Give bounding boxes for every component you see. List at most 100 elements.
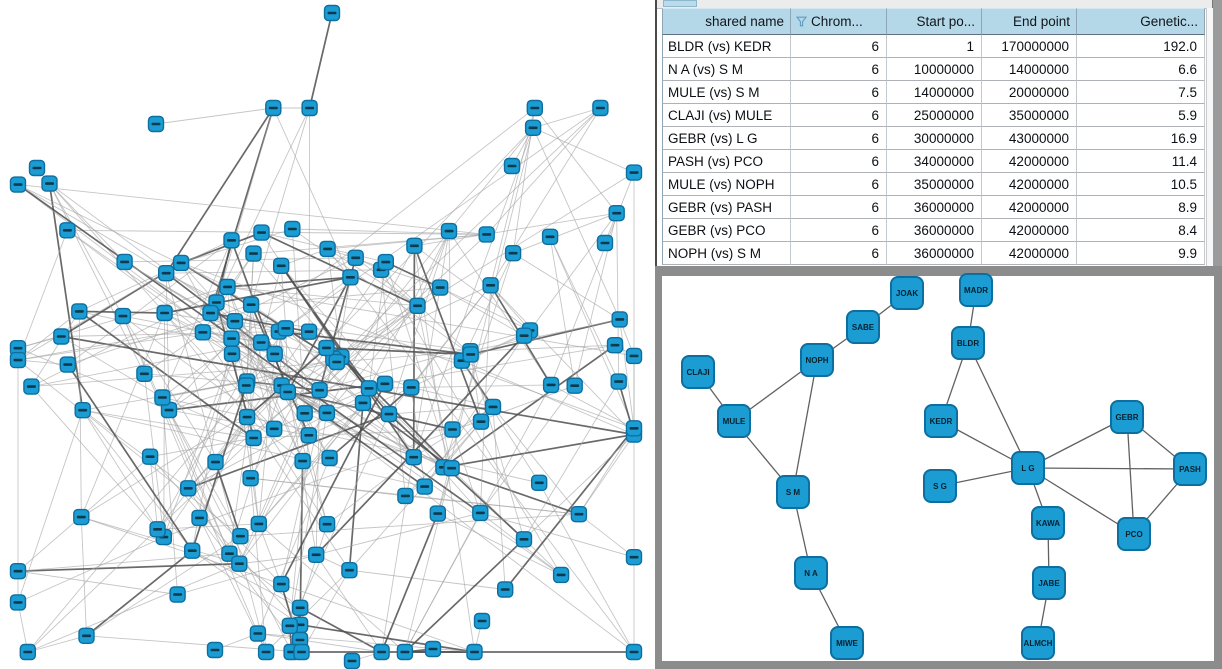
network-edge bbox=[368, 262, 387, 389]
network-edge bbox=[17, 184, 487, 235]
network-node-label bbox=[327, 11, 337, 15]
network-edge bbox=[246, 385, 330, 459]
network-edge bbox=[79, 239, 232, 312]
subnetwork-edge-L G-PCO[interactable] bbox=[1027, 467, 1135, 535]
table-row[interactable]: GEBR (vs) L G 6 30000000 43000000 16.9 bbox=[662, 127, 1205, 150]
network-node-label bbox=[610, 343, 620, 347]
network-node-label bbox=[400, 494, 410, 498]
network-edge bbox=[27, 563, 240, 653]
network-edge bbox=[333, 284, 491, 360]
network-node-label bbox=[519, 334, 529, 337]
network-edge bbox=[452, 429, 481, 514]
subnetwork-edge-BLDR-L G[interactable] bbox=[967, 342, 1029, 469]
subnetwork-node-NOPH[interactable]: NOPH bbox=[800, 343, 834, 377]
network-edge bbox=[253, 429, 453, 439]
dense-network-view[interactable] bbox=[0, 0, 655, 669]
dense-network-nodes bbox=[9, 4, 643, 669]
column-header-shared_name[interactable]: shared name bbox=[662, 8, 791, 35]
network-edge bbox=[414, 245, 531, 331]
table-row[interactable]: MULE (vs) NOPH 6 35000000 42000000 10.5 bbox=[662, 173, 1205, 196]
network-edge bbox=[78, 310, 255, 439]
table-cell-start_position: 34000000 bbox=[887, 150, 982, 173]
subnetwork-node-GEBR[interactable]: GEBR bbox=[1110, 400, 1144, 434]
table-row[interactable]: GEBR (vs) PASH 6 36000000 42000000 8.9 bbox=[662, 196, 1205, 219]
subnetwork-node-S-M[interactable]: S M bbox=[776, 475, 810, 509]
network-node-label bbox=[212, 301, 221, 304]
network-edge bbox=[180, 262, 635, 429]
subnetwork-node-S-G[interactable]: S G bbox=[923, 469, 957, 503]
table-row[interactable]: BLDR (vs) KEDR 6 1 170000000 192.0 bbox=[662, 35, 1205, 58]
table-cell-start_position: 35000000 bbox=[887, 173, 982, 196]
network-node-label bbox=[261, 650, 271, 654]
network-node-label bbox=[298, 459, 308, 463]
column-header-end_point[interactable]: End point bbox=[982, 8, 1077, 35]
subnetwork-node-KEDR[interactable]: KEDR bbox=[924, 404, 958, 438]
subnetwork-node-L-G[interactable]: L G bbox=[1011, 451, 1045, 485]
table-cell-chromosome: 6 bbox=[791, 104, 887, 127]
network-edge bbox=[448, 127, 534, 232]
network-edge bbox=[214, 461, 242, 537]
network-node-label bbox=[198, 331, 208, 334]
subnetwork-node-KAWA[interactable]: KAWA bbox=[1031, 506, 1065, 540]
network-edge bbox=[216, 107, 274, 303]
subnetwork-node-ALMCH[interactable]: ALMCH bbox=[1021, 626, 1055, 660]
network-edge bbox=[81, 172, 635, 518]
subnetwork-edge-L G-PASH[interactable] bbox=[1027, 467, 1191, 470]
network-node-label bbox=[269, 427, 279, 431]
table-row[interactable]: MULE (vs) S M 6 14000000 20000000 7.5 bbox=[662, 81, 1205, 104]
subnetwork-node-JABE[interactable]: JABE bbox=[1032, 566, 1066, 600]
column-header-start_position[interactable]: Start po... bbox=[887, 8, 982, 35]
network-edge bbox=[17, 570, 178, 595]
network-edge bbox=[299, 607, 383, 653]
network-edge bbox=[17, 359, 241, 537]
subnetwork-edge-NOPH-S M[interactable] bbox=[792, 359, 818, 493]
network-edge bbox=[490, 285, 531, 331]
network-node-label bbox=[161, 271, 171, 275]
network-node-label bbox=[283, 390, 293, 394]
network-edge bbox=[31, 311, 80, 387]
network-node-label bbox=[253, 632, 263, 635]
network-node-label bbox=[230, 319, 240, 323]
network-node-label bbox=[325, 456, 335, 460]
filter-funnel-icon[interactable] bbox=[795, 16, 808, 27]
subnetwork-edge-GEBR-PCO[interactable] bbox=[1126, 416, 1135, 535]
network-node-label bbox=[406, 386, 416, 389]
network-edge bbox=[280, 383, 386, 585]
network-node-label bbox=[629, 171, 639, 174]
network-edge bbox=[124, 257, 356, 263]
network-edge bbox=[27, 107, 601, 653]
subnetwork-node-MADR[interactable]: MADR bbox=[959, 273, 993, 307]
table-cell-start_position: 36000000 bbox=[887, 242, 982, 265]
network-edge bbox=[238, 402, 364, 564]
network-edge bbox=[529, 212, 618, 331]
network-edge bbox=[470, 344, 616, 352]
subnetwork-node-JOAK[interactable]: JOAK bbox=[890, 276, 924, 310]
subnetwork-node-PCO[interactable]: PCO bbox=[1117, 517, 1151, 551]
column-header-chromosome[interactable]: Chrom... bbox=[791, 8, 887, 35]
table-cell-shared_name: BLDR (vs) KEDR bbox=[662, 35, 791, 58]
network-edge bbox=[550, 384, 635, 429]
network-edge bbox=[67, 229, 487, 235]
subnetwork-node-BLDR[interactable]: BLDR bbox=[951, 326, 985, 360]
subnetwork-node-PASH[interactable]: PASH bbox=[1173, 452, 1207, 486]
column-header-genetic[interactable]: Genetic... bbox=[1077, 8, 1205, 35]
network-node-label bbox=[519, 538, 529, 541]
subnetwork-node-CLAJI[interactable]: CLAJI bbox=[681, 355, 715, 389]
network-edge bbox=[316, 512, 481, 556]
network-node-label bbox=[295, 606, 305, 610]
subnetwork-node-SABE[interactable]: SABE bbox=[846, 310, 880, 344]
subnetwork-node-MIWE[interactable]: MIWE bbox=[830, 626, 864, 660]
subnetwork-node-N-A[interactable]: N A bbox=[794, 556, 828, 590]
toolbar-tab-chip bbox=[663, 0, 697, 7]
table-scrollbar-track[interactable] bbox=[1206, 8, 1213, 266]
subnetwork-node-MULE[interactable]: MULE bbox=[717, 404, 751, 438]
table-row[interactable]: PASH (vs) PCO 6 34000000 42000000 11.4 bbox=[662, 150, 1205, 173]
network-edge bbox=[85, 550, 193, 637]
table-row[interactable]: CLAJI (vs) MULE 6 25000000 35000000 5.9 bbox=[662, 104, 1205, 127]
table-row[interactable]: NOPH (vs) S M 6 36000000 42000000 9.9 bbox=[662, 242, 1205, 265]
table-row[interactable]: GEBR (vs) PCO 6 36000000 42000000 8.4 bbox=[662, 219, 1205, 242]
network-edge bbox=[17, 311, 80, 361]
table-row[interactable]: N A (vs) S M 6 10000000 14000000 6.6 bbox=[662, 58, 1205, 81]
subnetwork-canvas[interactable]: JOAK SABE NOPH CLAJI MULE S M N A MIWE MADR BLDR K… bbox=[662, 273, 1214, 661]
network-edge bbox=[61, 335, 635, 436]
